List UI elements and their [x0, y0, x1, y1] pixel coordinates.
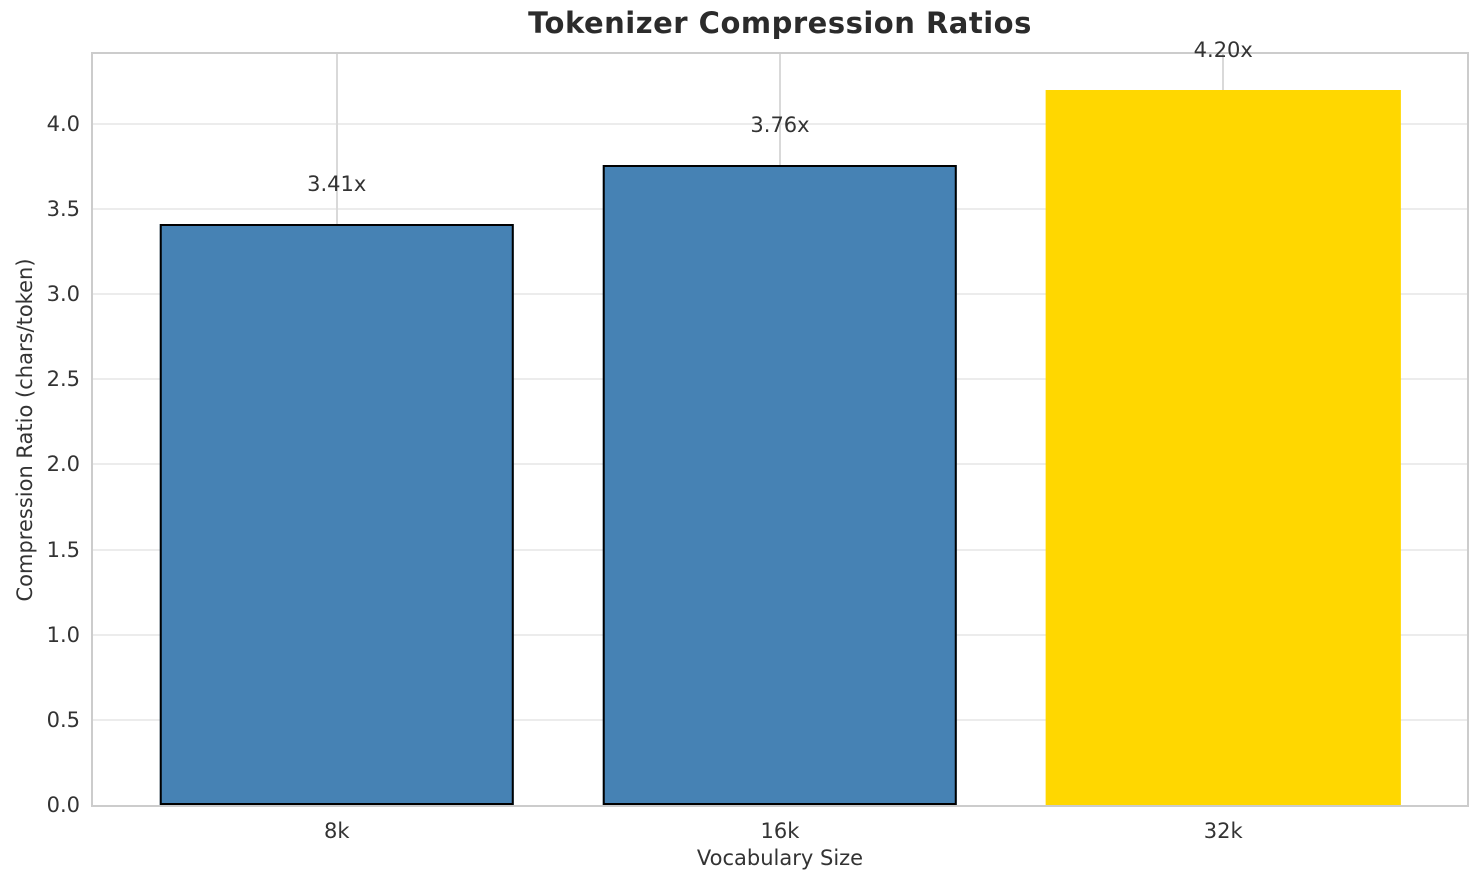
- x-tick-label-8k: 8k: [323, 819, 350, 843]
- bar-value-label-32k: 4.20x: [1193, 37, 1253, 62]
- y-tick-label: 2.0: [46, 452, 80, 477]
- y-tick-label: 3.0: [46, 282, 80, 307]
- bar-value-label-16k: 3.76x: [750, 112, 810, 137]
- y-tick-label: 4.0: [46, 111, 80, 136]
- y-tick-label: 3.5: [46, 196, 80, 221]
- y-tick-label: 1.0: [46, 622, 80, 647]
- plot-area: 3.41x 3.76x 4.20x 0.0 0.5 1.0 1.5 2.0 2.5 3.0 3.5…: [47, 38, 1469, 843]
- chart-title: Tokenizer Compression Ratios: [528, 6, 1032, 40]
- x-tick-label-32k: 32k: [1203, 819, 1243, 843]
- y-tick-label: 0.5: [46, 707, 80, 732]
- x-tick-label-16k: 16k: [760, 819, 800, 843]
- y-tick-label: 1.5: [46, 537, 80, 562]
- y-axis-label: Compression Ratio (chars/token): [13, 258, 37, 602]
- x-axis-label: Vocabulary Size: [696, 846, 864, 870]
- y-tick-label: 2.5: [46, 367, 80, 392]
- bar-32k: [1046, 89, 1401, 805]
- bar-8k: [159, 224, 514, 805]
- bar-16k: [602, 164, 958, 805]
- y-tick-label: 0.0: [46, 793, 80, 817]
- bar-value-label-8k: 3.41x: [307, 172, 367, 197]
